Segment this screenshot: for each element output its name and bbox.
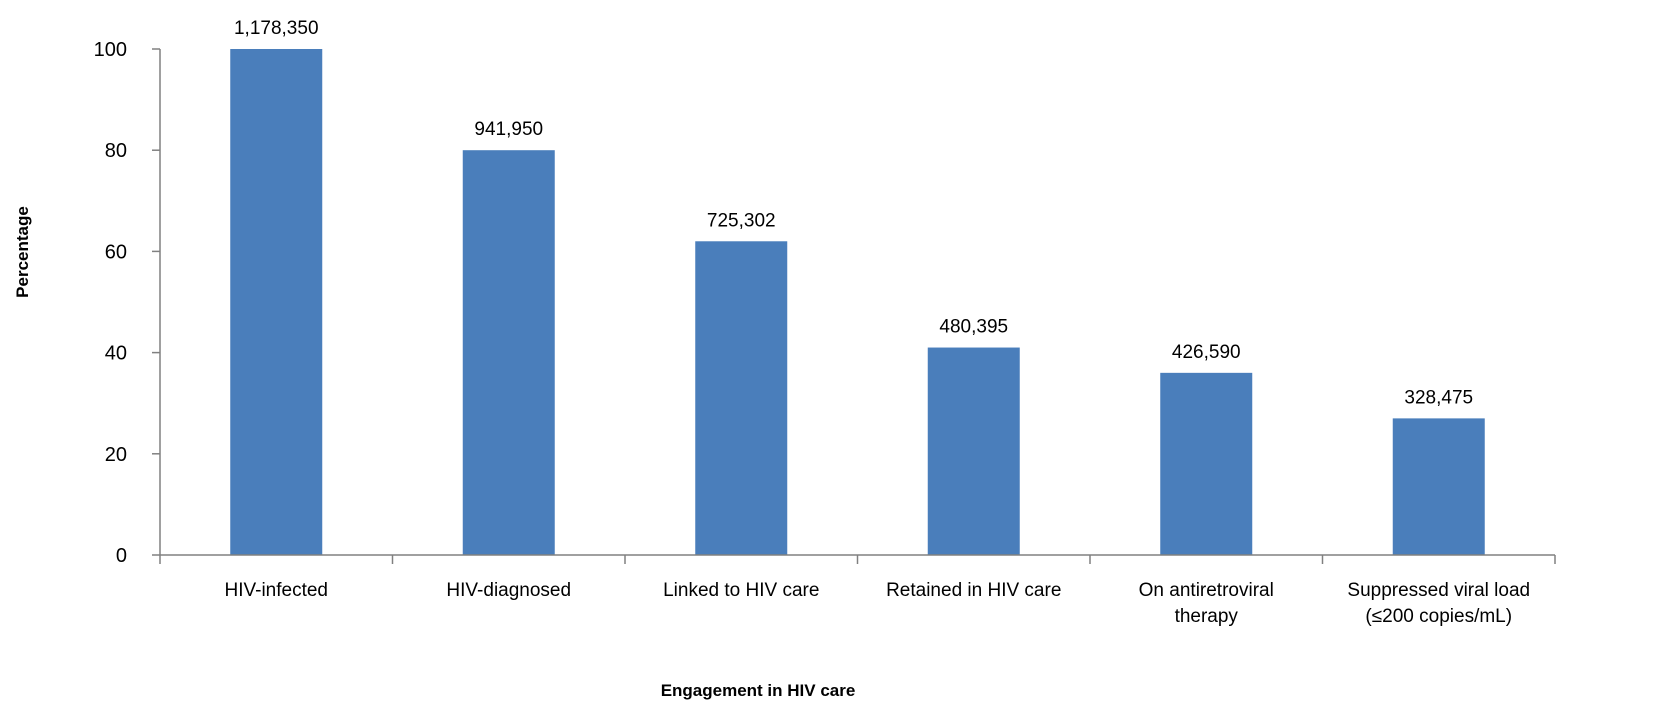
- category-label: HIV-diagnosed: [446, 580, 571, 601]
- bar: [1392, 418, 1485, 555]
- x-axis-ticks: [159, 555, 1556, 564]
- y-axis-title: Percentage: [13, 206, 32, 298]
- y-tick-label: 80: [105, 140, 127, 162]
- y-axis-ticks: 0 20 40 60 80 100: [94, 39, 160, 567]
- category-label: Linked to HIV care: [663, 580, 819, 601]
- data-label: 328,475: [1404, 387, 1473, 408]
- bar: [695, 241, 788, 555]
- category-label: On antiretroviral: [1139, 580, 1274, 601]
- y-tick-label: 40: [105, 343, 127, 365]
- bar: [462, 150, 555, 555]
- data-label: 426,590: [1172, 342, 1241, 363]
- y-tick-label: 0: [116, 545, 127, 567]
- data-label: 1,178,350: [234, 18, 319, 39]
- y-tick-label: 60: [105, 241, 127, 263]
- category-label: therapy: [1175, 606, 1239, 627]
- y-tick-label: 100: [94, 39, 127, 61]
- bar: [230, 49, 323, 555]
- category-labels: HIV-infected HIV-diagnosed Linked to HIV c…: [225, 580, 1531, 627]
- data-label: 480,395: [939, 317, 1008, 338]
- x-axis-title: Engagement in HIV care: [661, 681, 856, 700]
- category-label: Retained in HIV care: [886, 580, 1061, 601]
- data-label: 725,302: [707, 210, 776, 231]
- category-label: (≤200 copies/mL): [1365, 606, 1512, 627]
- bar: [1160, 372, 1253, 555]
- bars: [230, 49, 1485, 555]
- y-tick-label: 20: [105, 444, 127, 466]
- bar: [927, 347, 1020, 555]
- data-label: 941,950: [474, 119, 543, 140]
- category-label: HIV-infected: [225, 580, 329, 601]
- data-labels: 1,178,350 941,950 725,302 480,395 426,590 328…: [234, 18, 1473, 408]
- category-label: Suppressed viral load: [1347, 580, 1530, 601]
